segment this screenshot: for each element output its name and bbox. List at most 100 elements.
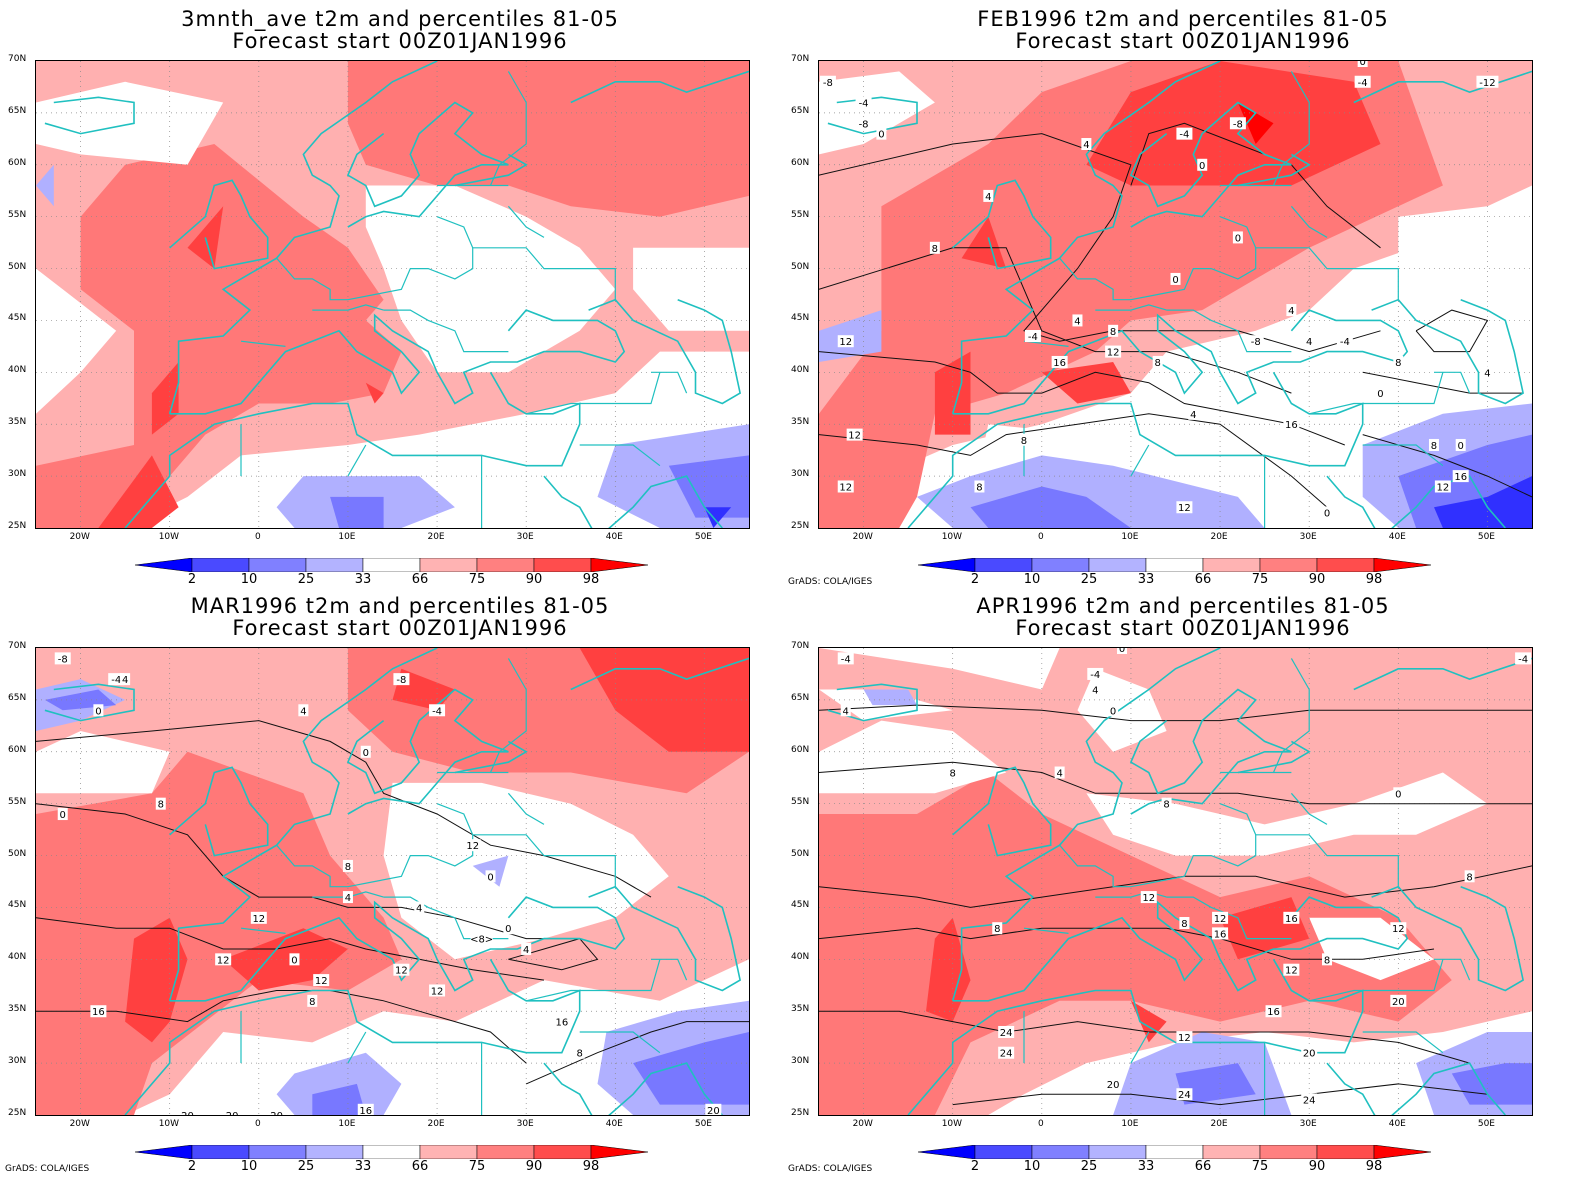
lat-label: 70N [8,54,27,64]
colorbar-label: 90 [1308,572,1326,587]
country-border [1362,1031,1444,1054]
contour-label: 8 [576,1049,582,1060]
panel-subtitle: Forecast start 00Z01JAN1996 [1015,29,1351,53]
percentile-shading [819,772,1452,1115]
contour-label-bg [1024,330,1041,343]
lat-label: 60N [8,157,27,168]
contour-label-bg [289,953,300,966]
panel-title: MAR1996 t2m and percentiles 81-05 [190,594,610,618]
coastline [346,688,509,815]
contour-label-bg [1105,345,1122,358]
colorbar-segment [1145,557,1204,573]
country-border [383,309,509,353]
contour-line [36,990,527,1064]
country-border [1434,958,1471,981]
grads-credit: GrADS: COLA/IGES [788,577,873,587]
percentile-shading [36,81,224,165]
contour-label: 0 [505,924,511,935]
percentile-shading [276,1052,402,1115]
contour-label-bg [1390,994,1407,1007]
coastline [454,153,528,187]
panel-subtitle: Forecast start 00Z01JAN1996 [232,29,568,53]
contour-line [819,133,1381,353]
contour-line [1362,371,1524,394]
contour-label: 0 [1377,389,1383,400]
lat-label: 50N [8,261,27,272]
contour-label: 12 [848,431,861,442]
colorbar-segment [134,557,193,573]
contour-label: -4 [1340,337,1350,348]
contour-label-bg [429,984,446,997]
colorbar-segment [1259,1144,1318,1160]
contour-label: 0 [487,872,493,883]
contour-label-bg [360,745,371,758]
contour-label-bg [1265,1005,1282,1018]
contour-label-bg [1476,75,1499,88]
contour-label: 4 [1288,306,1294,317]
contour-label: 4 [1092,686,1098,697]
map-area: -4 -4 0 4 -4 0 4 8 4 8 0 8 12 8 12 8 12 8 16 16 12 16 20 12 24 24… [818,647,1533,1116]
country-border [651,371,688,394]
contour-label: 12 [839,337,852,348]
lon-label: 10W [158,1119,180,1129]
lon-label: 0 [254,1119,261,1129]
colorbar-label: 75 [1251,572,1269,587]
contour-label: 8 [345,862,351,873]
coastline [169,309,626,415]
coastline [827,96,918,135]
lon-label: 50E [694,532,712,542]
contour-label-bg [1336,335,1353,348]
lat-label: 60N [791,744,810,755]
country-border [1255,247,1399,300]
map-area [35,60,750,529]
contour-label-bg [90,1005,107,1018]
colorbar-segment [248,1144,307,1160]
coastline [124,371,581,528]
percentile-shading [579,648,749,752]
contour-label: 8 [976,482,982,493]
colorbar-label: 33 [1137,1159,1155,1174]
country-border [579,444,661,467]
contour-label: 20 [226,1111,239,1115]
lat-label: 60N [8,744,27,755]
percentile-shading [863,689,917,706]
percentile-shading [98,455,179,528]
contour-label: 12 [1178,503,1191,514]
contour-label-bg [1455,438,1466,451]
country-border [347,444,367,477]
contour-label-bg [974,480,985,493]
colorbar [917,557,1433,573]
colorbar-segment [1316,1144,1375,1160]
contour-label-bg [1390,922,1407,935]
contour-label-bg [947,766,958,779]
lon-label: 20W [852,532,873,542]
contour-label: 8 [1395,358,1401,369]
coastline [346,101,509,228]
contour-label-bg [1140,891,1157,904]
contour-label-bg [1393,787,1404,800]
contour-label: 12 [431,986,444,997]
lon-label: 10W [941,1119,963,1129]
contour-label: 4 [1484,368,1490,379]
country-border [1309,372,1444,415]
contour-label-bg [1188,407,1199,420]
map-panel-p2: FEB1996 t2m and percentiles 81-05 Forecas… [783,0,1583,600]
coastline [907,958,1364,1115]
coastline [543,475,723,528]
contour-label: 16 [359,1106,372,1115]
contour-label: -4 [1090,670,1100,681]
country-border [1362,444,1444,467]
contour-label: 16 [1285,420,1298,431]
country-border [240,927,286,934]
lat-label: 55N [8,796,27,807]
contour-label: 12 [395,966,408,977]
contour-label-bg [1161,797,1172,810]
contour-label: -4 [1358,78,1368,89]
contour-label: 20 [270,1111,283,1115]
colorbar-segment [917,1144,976,1160]
colorbar-label: 90 [525,572,543,587]
contour-line [952,1083,1488,1106]
coastline [1326,1062,1506,1115]
country-border [1434,371,1471,394]
colorbar-segment [1202,1144,1261,1160]
